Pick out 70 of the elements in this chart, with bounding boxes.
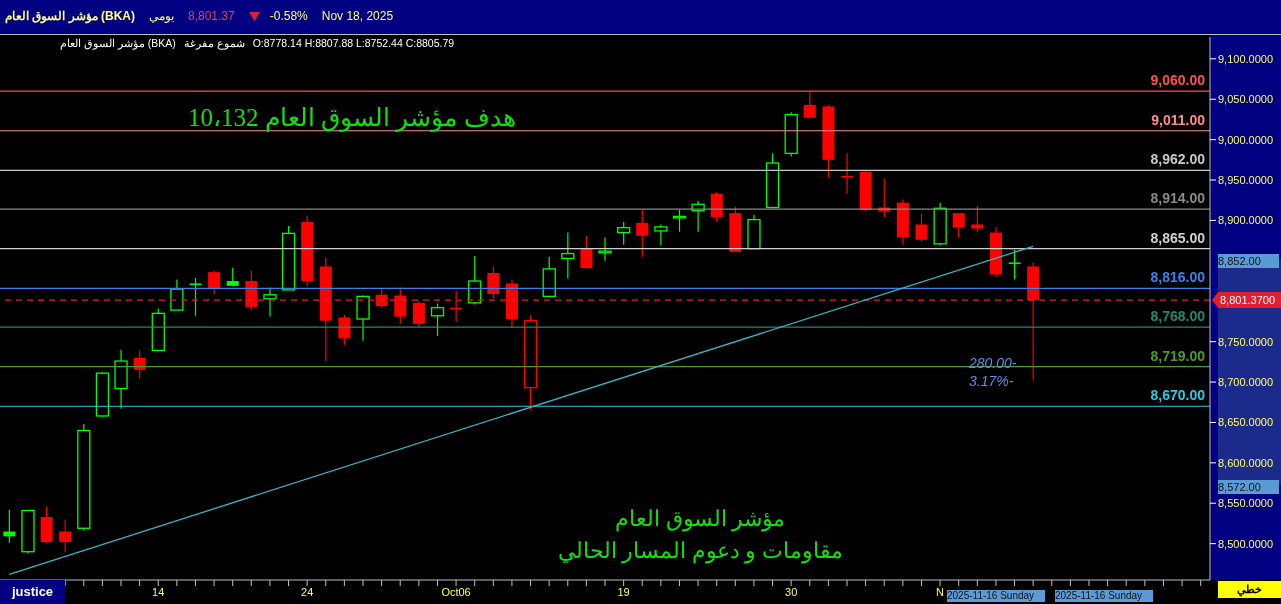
ref-line-label: 8,719.00 bbox=[1150, 347, 1206, 364]
candlestick bbox=[338, 314, 351, 346]
candlestick bbox=[133, 349, 146, 380]
text: 2025-11-16 Sunday bbox=[1055, 590, 1153, 602]
text: 8,852.00 bbox=[1218, 254, 1279, 268]
y-tick-label: 9,050.0000 bbox=[1218, 93, 1274, 106]
candlestick bbox=[430, 303, 445, 337]
candlestick bbox=[580, 235, 593, 269]
candlestick bbox=[263, 286, 277, 318]
annotation: O:8778.14 H:8807.88 L:8752.44 C:8805.79 bbox=[252, 37, 455, 49]
ref-line-label: 8,801.3700 bbox=[1220, 294, 1276, 307]
y-tick-label: 8,550.0000 bbox=[1218, 497, 1274, 510]
ref-line-label: 8,670.00 bbox=[1150, 387, 1206, 404]
candlestick bbox=[636, 209, 649, 258]
candlestick bbox=[971, 205, 984, 234]
ref-line-label: 8,816.00 bbox=[1150, 269, 1206, 286]
annotation: 3.17%- bbox=[969, 373, 1014, 390]
annotation: مؤشر السوق العام (BKA) bbox=[60, 37, 176, 49]
y-tick-label: 8,650.0000 bbox=[1218, 416, 1274, 429]
candlestick bbox=[654, 223, 668, 247]
x-tick-label: Oct06 bbox=[441, 585, 471, 598]
candlestick bbox=[487, 265, 500, 300]
annotation: هدف مؤشر السوق العام 10،132 bbox=[188, 104, 516, 133]
x-tick-label: 24 bbox=[301, 585, 314, 598]
candlestick bbox=[170, 278, 184, 311]
candlestick bbox=[59, 518, 72, 554]
text: justice bbox=[0, 580, 65, 604]
candlestick bbox=[189, 277, 202, 317]
y-tick-label: 9,000.0000 bbox=[1218, 133, 1274, 146]
annotation: مقاومات و دعوم المسار الحالي bbox=[557, 538, 843, 564]
x-tick-label: 14 bbox=[152, 585, 165, 598]
annotation: مؤشر السوق العام bbox=[615, 506, 785, 532]
y-tick-label: 8,750.0000 bbox=[1218, 335, 1274, 348]
ref-line-label: 8,768.00 bbox=[1150, 308, 1206, 325]
candlestick bbox=[915, 213, 928, 243]
text: 2025-11-16 Sunday bbox=[947, 590, 1045, 602]
y-tick-label: 9,100.0000 bbox=[1218, 52, 1274, 65]
y-tick-label: 8,600.0000 bbox=[1218, 456, 1274, 469]
candlestick bbox=[617, 221, 631, 246]
x-tick-label: 30 bbox=[785, 585, 798, 598]
ref-line-label: 9,060.00 bbox=[1150, 72, 1206, 89]
candlestick bbox=[394, 286, 407, 325]
x-tick-label: 19 bbox=[617, 585, 630, 598]
ref-line-label: 8,914.00 bbox=[1150, 190, 1206, 207]
candlestick bbox=[710, 191, 723, 223]
candlestick bbox=[803, 91, 816, 119]
text: Nov 18, 2025 bbox=[321, 9, 394, 23]
ref-line-label: 8,865.00 bbox=[1150, 229, 1206, 246]
text: 8,572.00 bbox=[1218, 480, 1279, 494]
candlestick bbox=[356, 294, 370, 342]
candlestick bbox=[412, 300, 425, 328]
candlestick bbox=[952, 212, 965, 238]
chart-title: مؤشر السوق العام (BKA) bbox=[5, 9, 135, 23]
ref-line-label: 9,011.00 bbox=[1151, 111, 1206, 128]
candlestick bbox=[561, 231, 575, 280]
text: -0.58% bbox=[269, 9, 308, 23]
x-tick-label: N bbox=[936, 585, 945, 598]
ref-line-label: 8,962.00 bbox=[1150, 151, 1206, 168]
annotation: شموع مفرغة bbox=[183, 37, 245, 49]
text: 8,801.37 bbox=[188, 9, 235, 23]
y-tick-label: 8,900.0000 bbox=[1218, 214, 1274, 227]
candlestick bbox=[1008, 248, 1021, 281]
y-tick-label: 8,950.0000 bbox=[1218, 173, 1274, 186]
text: خطي bbox=[1218, 581, 1281, 598]
candlestick bbox=[598, 236, 612, 262]
y-tick-label: 8,500.0000 bbox=[1218, 537, 1274, 550]
candlestick bbox=[208, 269, 221, 295]
chart-subtitle: يومي bbox=[149, 9, 174, 23]
y-tick-label: 8,700.0000 bbox=[1218, 375, 1274, 388]
candlestick bbox=[672, 209, 687, 233]
